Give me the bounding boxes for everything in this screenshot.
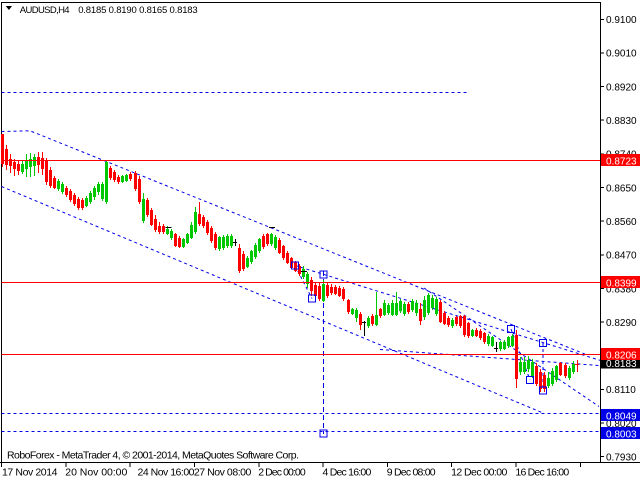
svg-text:0.9100: 0.9100 [606, 15, 637, 26]
svg-text:17 Nov 2014: 17 Nov 2014 [2, 467, 58, 479]
svg-text:16 Dec 16:00: 16 Dec 16:00 [515, 467, 569, 479]
svg-text:27 Nov 08:00: 27 Nov 08:00 [194, 467, 252, 479]
svg-text:0.8560: 0.8560 [606, 217, 637, 228]
svg-text:0.8920: 0.8920 [606, 82, 637, 93]
svg-text:0.8290: 0.8290 [606, 318, 637, 329]
svg-text:4 Dec 16:00: 4 Dec 16:00 [323, 467, 372, 479]
svg-text:0.8206: 0.8206 [606, 350, 637, 361]
svg-text:0.8723: 0.8723 [606, 156, 637, 167]
svg-text:0.8399: 0.8399 [606, 278, 637, 289]
svg-text:0.8830: 0.8830 [606, 116, 637, 127]
svg-text:0.8380: 0.8380 [606, 284, 637, 295]
svg-text:0.8185 0.8190 0.8165 0.8183: 0.8185 0.8190 0.8165 0.8183 [78, 5, 198, 16]
svg-text:0.8003: 0.8003 [606, 429, 637, 440]
svg-text:0.8049: 0.8049 [606, 411, 637, 422]
svg-text:12 Dec 00:00: 12 Dec 00:00 [451, 467, 507, 479]
svg-text:9 Dec 08:00: 9 Dec 08:00 [387, 467, 436, 479]
svg-text:0.8650: 0.8650 [606, 183, 637, 194]
svg-text:20 Nov 00:00: 20 Nov 00:00 [65, 467, 127, 479]
svg-text:AUDUSD,H4: AUDUSD,H4 [20, 5, 70, 16]
svg-text:24 Nov 16:00: 24 Nov 16:00 [138, 467, 195, 479]
svg-text:0.9010: 0.9010 [606, 49, 637, 60]
svg-text:RoboForex - MetaTrader 4, © 20: RoboForex - MetaTrader 4, © 2001-2014, M… [7, 450, 299, 462]
svg-text:0.8110: 0.8110 [606, 385, 636, 396]
svg-text:0.8183: 0.8183 [606, 359, 637, 370]
svg-text:0.8470: 0.8470 [606, 251, 637, 262]
svg-text:2 Dec 00:00: 2 Dec 00:00 [258, 467, 306, 479]
svg-text:0.7930: 0.7930 [606, 453, 637, 464]
svg-text:0.8020: 0.8020 [606, 419, 637, 430]
